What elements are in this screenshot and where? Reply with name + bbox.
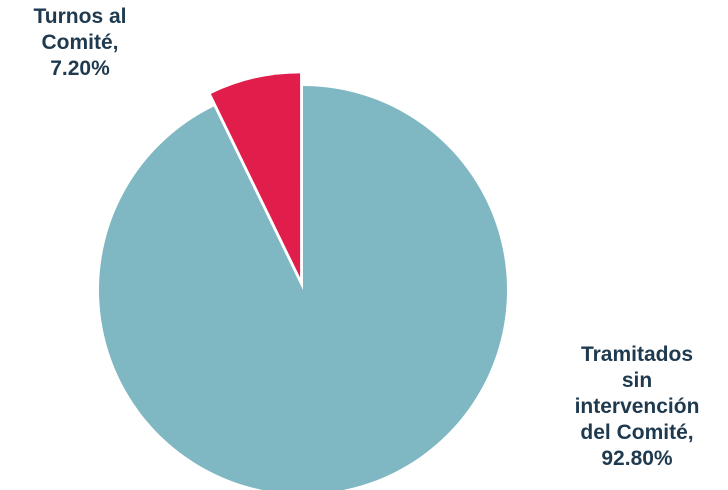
slice-label-line: Comité, [41, 31, 119, 54]
slice-label-line: del Comité, [580, 421, 694, 444]
slice-label-line: Turnos al [33, 5, 127, 28]
slice-label-value: 92.80% [601, 447, 673, 470]
slice-label-line: intervención [574, 395, 700, 418]
slice-label-line: sin [621, 369, 653, 392]
pie-slice-tramitados-sin-intervencion [99, 86, 507, 490]
slice-label-tramitados-sin-intervencion: Tramitados sin intervención del Comité, … [552, 342, 722, 472]
slice-label-line: Tramitados [580, 343, 694, 366]
slice-label-turnos-al-comite: Turnos al Comité, 7.20% [0, 4, 160, 82]
pie-slice-turnos-al-comite [210, 73, 301, 278]
slice-label-value: 7.20% [50, 57, 110, 80]
